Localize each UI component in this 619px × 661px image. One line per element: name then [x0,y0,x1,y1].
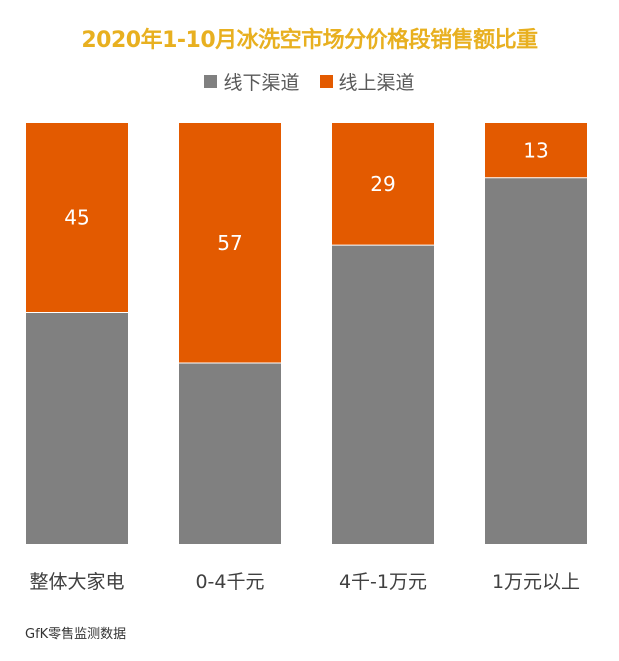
legend-swatch-online [319,75,333,88]
bar-online-3 [485,123,587,178]
category-label-1: 0-4千元 [195,571,264,593]
bar-offline-3 [485,177,587,545]
legend: 线下渠道 线上渠道 [0,68,619,95]
category-label-0: 整体大家电 [29,571,124,593]
data-label-online-0: 45 [64,206,89,230]
legend-label-online: 线上渠道 [338,72,415,94]
data-label-online-3: 13 [523,138,548,162]
bar-online-2 [332,123,434,246]
data-label-online-1: 57 [217,231,242,255]
legend-item-online: 线上渠道 [319,68,415,95]
category-label-3: 1万元以上 [492,571,580,593]
data-label-online-2: 29 [370,172,395,196]
bar-offline-1 [179,362,281,544]
legend-swatch-offline [204,75,218,88]
category-label-2: 4千-1万元 [339,571,427,593]
legend-label-offline: 线下渠道 [223,72,300,94]
bar-offline-2 [332,245,434,544]
bar-offline-0 [26,312,128,544]
legend-item-offline: 线下渠道 [204,68,300,95]
bar-online-0 [26,123,128,313]
chart-title: 2020年1-10月冰洗空市场分价格段销售额比重 [81,28,538,53]
source-note: GfK零售监测数据 [25,627,127,642]
bar-online-1 [179,123,281,363]
